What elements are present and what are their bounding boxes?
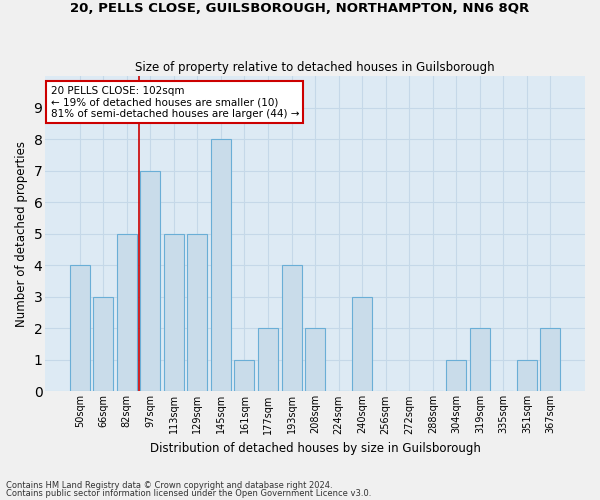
- Bar: [70, 266, 90, 392]
- Y-axis label: Number of detached properties: Number of detached properties: [15, 140, 28, 326]
- Bar: [517, 360, 537, 392]
- Text: Contains public sector information licensed under the Open Government Licence v3: Contains public sector information licen…: [6, 488, 371, 498]
- Bar: [470, 328, 490, 392]
- Text: 20, PELLS CLOSE, GUILSBOROUGH, NORTHAMPTON, NN6 8QR: 20, PELLS CLOSE, GUILSBOROUGH, NORTHAMPT…: [70, 2, 530, 16]
- Bar: [281, 266, 302, 392]
- Bar: [235, 360, 254, 392]
- Bar: [117, 234, 137, 392]
- Bar: [446, 360, 466, 392]
- X-axis label: Distribution of detached houses by size in Guilsborough: Distribution of detached houses by size …: [149, 442, 481, 455]
- Bar: [211, 139, 231, 392]
- Title: Size of property relative to detached houses in Guilsborough: Size of property relative to detached ho…: [135, 60, 495, 74]
- Bar: [140, 170, 160, 392]
- Bar: [93, 297, 113, 392]
- Bar: [352, 297, 372, 392]
- Text: Contains HM Land Registry data © Crown copyright and database right 2024.: Contains HM Land Registry data © Crown c…: [6, 481, 332, 490]
- Bar: [305, 328, 325, 392]
- Bar: [258, 328, 278, 392]
- Bar: [164, 234, 184, 392]
- Bar: [541, 328, 560, 392]
- Text: 20 PELLS CLOSE: 102sqm
← 19% of detached houses are smaller (10)
81% of semi-det: 20 PELLS CLOSE: 102sqm ← 19% of detached…: [50, 86, 299, 118]
- Bar: [187, 234, 208, 392]
